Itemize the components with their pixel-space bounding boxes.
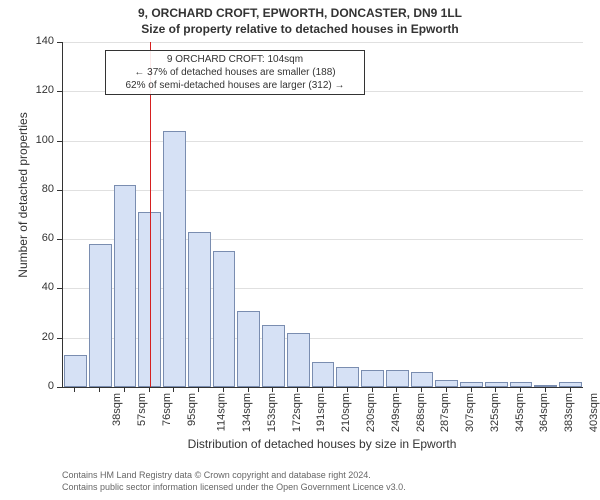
annotation-line: 62% of semi-detached houses are larger (… [110,79,360,92]
bar [386,370,409,387]
x-tick-label: 230sqm [365,393,377,432]
bar [336,367,359,387]
x-tick [124,387,125,392]
bar [312,362,335,387]
x-tick [297,387,298,392]
x-tick-label: 345sqm [514,393,526,432]
x-tick-label: 325sqm [489,393,501,432]
y-tick [57,338,62,339]
x-tick [272,387,273,392]
x-tick-label: 364sqm [538,393,550,432]
x-tick [149,387,150,392]
x-tick [372,387,373,392]
x-tick [495,387,496,392]
bar [435,380,458,387]
bar [163,131,186,387]
bar [237,311,260,387]
x-tick-label: 307sqm [464,393,476,432]
y-tick-label: 0 [0,380,54,392]
annotation-line: 9 ORCHARD CROFT: 104sqm [110,53,360,66]
gridline [63,141,583,142]
gridline [63,42,583,43]
x-tick [99,387,100,392]
chart-subtitle: Size of property relative to detached ho… [0,22,600,37]
y-axis-label: Number of detached properties [16,95,30,295]
x-tick-label: 134sqm [241,393,253,432]
bar [361,370,384,387]
y-tick [57,288,62,289]
y-tick [57,190,62,191]
x-tick [223,387,224,392]
x-tick-label: 76sqm [161,393,173,426]
x-tick [173,387,174,392]
y-tick [57,387,62,388]
x-tick [248,387,249,392]
bar [287,333,310,387]
bar [411,372,434,387]
y-tick [57,42,62,43]
x-tick-label: 57sqm [136,393,148,426]
y-tick [57,91,62,92]
gridline [63,190,583,191]
x-tick [520,387,521,392]
footer-line: Contains HM Land Registry data © Crown c… [62,470,406,482]
x-tick [570,387,571,392]
x-tick [74,387,75,392]
x-tick-label: 383sqm [563,393,575,432]
x-tick [347,387,348,392]
y-tick [57,239,62,240]
x-tick-label: 172sqm [291,393,303,432]
x-tick [471,387,472,392]
x-tick [322,387,323,392]
x-tick [421,387,422,392]
x-tick-label: 38sqm [111,393,123,426]
x-tick-label: 210sqm [340,393,352,432]
footer: Contains HM Land Registry data © Crown c… [62,470,406,493]
annotation-line: ← 37% of detached houses are smaller (18… [110,66,360,79]
x-axis-label: Distribution of detached houses by size … [62,437,582,451]
x-tick-label: 95sqm [186,393,198,426]
x-tick-label: 268sqm [415,393,427,432]
bar [213,251,236,387]
chart-title: 9, ORCHARD CROFT, EPWORTH, DONCASTER, DN… [0,6,600,21]
x-tick [545,387,546,392]
x-tick-label: 114sqm [216,393,228,431]
bar [188,232,211,387]
x-tick [396,387,397,392]
bar [64,355,87,387]
annotation-box: 9 ORCHARD CROFT: 104sqm← 37% of detached… [105,50,365,95]
x-tick-label: 403sqm [588,393,600,432]
footer-line: Contains public sector information licen… [62,482,406,494]
y-tick-label: 140 [0,35,54,47]
y-tick [57,141,62,142]
x-tick-label: 153sqm [266,393,278,432]
bar [114,185,137,387]
x-tick-label: 191sqm [316,393,328,432]
bar [262,325,285,387]
x-tick [446,387,447,392]
x-tick-label: 287sqm [439,393,451,432]
x-tick-label: 249sqm [390,393,402,432]
x-tick [198,387,199,392]
bar [89,244,112,387]
y-tick-label: 20 [0,331,54,343]
